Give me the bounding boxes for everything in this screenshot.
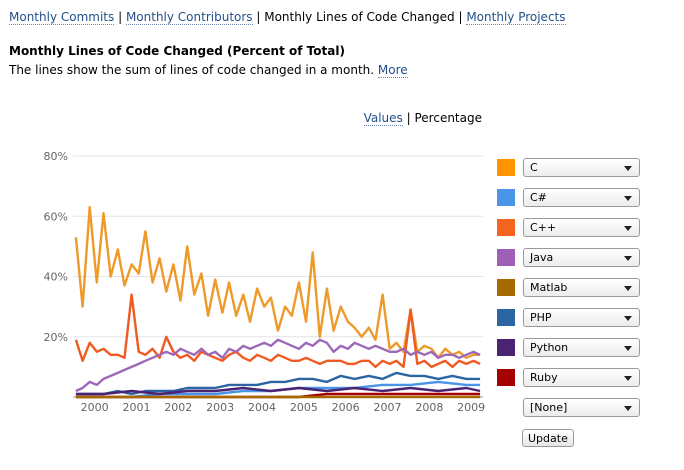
select-value: Matlab — [530, 281, 568, 294]
chevron-down-icon — [624, 376, 632, 381]
language-select[interactable]: C — [523, 158, 640, 177]
select-value: Ruby — [530, 371, 558, 384]
nav-separator: | — [454, 10, 467, 24]
chart-heading: Monthly Lines of Code Changed (Percent o… — [9, 44, 345, 58]
chevron-down-icon — [624, 256, 632, 261]
y-tick-label: 20% — [44, 331, 68, 344]
chevron-down-icon — [624, 346, 632, 351]
select-value: C — [530, 161, 538, 174]
color-swatch — [497, 249, 515, 266]
color-swatch — [497, 189, 515, 206]
chevron-down-icon — [624, 226, 632, 231]
nav-item-monthly-lines-of-code-changed: Monthly Lines of Code Changed — [264, 10, 455, 24]
chevron-down-icon — [624, 316, 632, 321]
percentage-label: Percentage — [414, 111, 482, 125]
color-swatch — [497, 159, 515, 176]
select-value: C++ — [530, 221, 557, 234]
chevron-down-icon — [624, 196, 632, 201]
values-link[interactable]: Values — [363, 111, 403, 126]
mode-separator: | — [406, 111, 411, 125]
x-tick-label: 2001 — [122, 401, 150, 414]
x-tick-label: 2003 — [206, 401, 234, 414]
series-line-python — [75, 386, 481, 396]
select-value: Java — [530, 251, 554, 264]
nav-separator: | — [114, 10, 126, 24]
y-tick-label: 40% — [44, 271, 68, 284]
select-value: C# — [530, 191, 547, 204]
language-select[interactable]: C# — [523, 188, 640, 207]
x-tick-label: 2004 — [248, 401, 276, 414]
more-link[interactable]: More — [377, 63, 408, 78]
color-swatch — [497, 279, 515, 296]
select-value: PHP — [530, 311, 552, 324]
language-select[interactable]: Matlab — [523, 278, 640, 297]
language-select[interactable]: Ruby — [523, 368, 640, 387]
color-swatch — [497, 339, 515, 356]
color-swatch — [497, 219, 515, 236]
update-button[interactable]: Update — [522, 429, 574, 447]
mode-toggle: Values | Percentage — [363, 111, 482, 126]
language-select[interactable]: Java — [523, 248, 640, 267]
chevron-down-icon — [624, 406, 632, 411]
x-tick-label: 2000 — [81, 401, 109, 414]
select-value: [None] — [530, 401, 568, 414]
color-swatch — [497, 309, 515, 326]
x-tick-label: 2006 — [332, 401, 360, 414]
nav-item-monthly-projects[interactable]: Monthly Projects — [466, 10, 566, 25]
chevron-down-icon — [624, 166, 632, 171]
y-tick-label: 80% — [44, 150, 68, 163]
nav-item-monthly-commits[interactable]: Monthly Commits — [9, 10, 115, 25]
x-tick-label: 2005 — [290, 401, 318, 414]
select-value: Python — [530, 341, 569, 354]
series-line-java — [75, 338, 481, 393]
x-tick-label: 2002 — [164, 401, 192, 414]
series-line-cp — [74, 293, 481, 369]
language-select[interactable]: Python — [523, 338, 640, 357]
nav-item-monthly-contributors[interactable]: Monthly Contributors — [125, 10, 253, 25]
line-chart: 80% 60% 40% 20% 2000 2001 2002 2003 2004 2005 2006… — [44, 150, 486, 414]
language-select[interactable]: PHP — [523, 308, 640, 327]
language-select[interactable]: C++ — [523, 218, 640, 237]
x-tick-label: 2009 — [457, 401, 485, 414]
description-text: The lines show the sum of lines of code … — [9, 63, 375, 77]
nav-separator: | — [252, 10, 265, 24]
report-nav: Monthly Commits | Monthly Contributors |… — [9, 9, 566, 25]
chart-description: The lines show the sum of lines of code … — [9, 63, 408, 78]
x-tick-label: 2008 — [415, 401, 443, 414]
language-select[interactable]: [None] — [523, 398, 640, 417]
chevron-down-icon — [624, 286, 632, 291]
x-tick-label: 2007 — [374, 401, 402, 414]
y-tick-label: 60% — [44, 210, 68, 223]
color-swatch — [497, 369, 515, 386]
